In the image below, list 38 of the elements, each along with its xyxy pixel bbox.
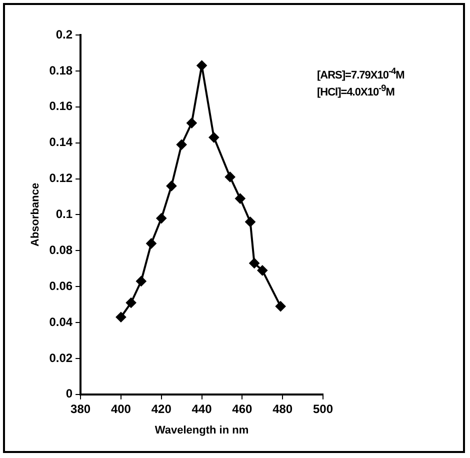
- y-tick-label: 0.06: [49, 278, 73, 293]
- point: [186, 118, 197, 128]
- y-tick-label: 0: [66, 386, 73, 401]
- point: [225, 172, 236, 182]
- point: [208, 132, 219, 142]
- x-tick-label: 380: [70, 402, 91, 416]
- point: [276, 301, 286, 312]
- point: [136, 276, 146, 286]
- x-tick-label: 420: [151, 402, 172, 416]
- y-axis-title: Absorbance: [30, 182, 42, 246]
- point: [166, 180, 176, 191]
- point: [196, 60, 207, 71]
- point: [245, 216, 256, 227]
- point: [146, 238, 156, 248]
- y-tick-label: 0.2: [56, 27, 73, 42]
- x-tick-label: 480: [272, 402, 293, 416]
- y-tick-label: 0.04: [49, 314, 73, 329]
- y-tick-label: 0.08: [49, 242, 73, 257]
- y-tick-label: 0.1: [56, 207, 73, 222]
- point: [176, 140, 187, 150]
- point: [249, 258, 260, 268]
- point: [257, 265, 268, 276]
- point: [126, 298, 136, 308]
- x-tick-label: 500: [312, 402, 334, 416]
- x-tick-label: 400: [110, 402, 132, 416]
- x-tick-label: 440: [192, 402, 212, 416]
- point: [156, 213, 166, 224]
- y-tick-label: 0.14: [49, 135, 73, 150]
- x-tick-label: 460: [232, 402, 253, 416]
- x-axis-title: Wavelength in nm: [154, 424, 249, 436]
- y-tick-label: 0.02: [49, 350, 73, 365]
- annotation: [HCl]=4.0X10$^{-9}$M: [317, 82, 396, 98]
- point: [235, 194, 246, 204]
- y-tick-label: 0.16: [49, 99, 73, 114]
- y-tick-label: 0.12: [49, 171, 73, 186]
- annotation: [ARS]=7.79X10$^{-4}$M: [317, 65, 404, 82]
- point: [116, 312, 126, 322]
- y-tick-label: 0.18: [49, 63, 73, 78]
